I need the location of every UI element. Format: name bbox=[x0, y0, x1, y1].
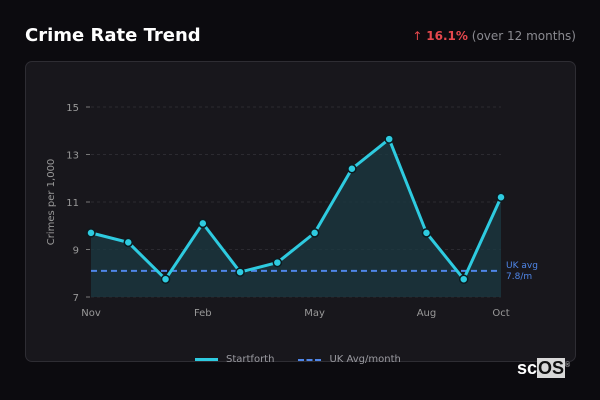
data-point bbox=[123, 237, 134, 248]
data-point bbox=[86, 228, 96, 238]
x-tick-label: Oct bbox=[492, 308, 509, 319]
change-percent: 16.1% bbox=[426, 29, 468, 43]
legend-swatch-solid bbox=[195, 358, 218, 361]
data-point bbox=[235, 267, 245, 277]
data-point bbox=[347, 164, 357, 174]
series-line-startforth bbox=[90, 137, 503, 281]
chart-title: Crime Rate Trend bbox=[25, 25, 201, 46]
data-point bbox=[309, 228, 320, 238]
data-point bbox=[458, 274, 469, 284]
legend-label: UK Avg/month bbox=[329, 354, 401, 365]
x-tick-label: Feb bbox=[194, 308, 212, 319]
data-point bbox=[496, 192, 506, 202]
area-fill bbox=[91, 139, 501, 297]
y-axis-label: Crimes per 1,000 bbox=[46, 159, 57, 246]
y-tick-label: 15 bbox=[66, 103, 79, 114]
legend-item-uk-avg[interactable]: UK Avg/month bbox=[298, 354, 401, 365]
data-point bbox=[272, 257, 283, 268]
data-point bbox=[384, 134, 394, 144]
x-tick-label: May bbox=[304, 308, 325, 319]
data-point bbox=[421, 228, 432, 238]
y-tick-label: 7 bbox=[73, 293, 79, 304]
data-point bbox=[198, 218, 208, 229]
y-tick-label: 11 bbox=[66, 198, 79, 209]
x-tick-label: Aug bbox=[417, 308, 437, 319]
trend-change: ↑ 16.1% (over 12 months) bbox=[412, 29, 576, 43]
legend-label: Startforth bbox=[226, 354, 275, 365]
change-note: (over 12 months) bbox=[471, 29, 576, 43]
legend-item-startforth[interactable]: Startforth bbox=[195, 354, 274, 365]
y-tick-label: 9 bbox=[73, 246, 79, 257]
x-tick-label: Nov bbox=[81, 308, 101, 319]
legend-swatch-dashed bbox=[298, 358, 322, 361]
y-tick-label: 13 bbox=[66, 151, 79, 162]
chart-panel bbox=[25, 61, 576, 362]
data-point bbox=[160, 274, 171, 284]
legend: Startforth UK Avg/month bbox=[195, 354, 401, 365]
scos-logo: scOS® bbox=[517, 358, 571, 378]
arrow-up-icon: ↑ bbox=[412, 29, 423, 43]
uk-average-value: 7.8/m bbox=[506, 272, 532, 282]
uk-average-label: UK avg bbox=[506, 261, 538, 271]
